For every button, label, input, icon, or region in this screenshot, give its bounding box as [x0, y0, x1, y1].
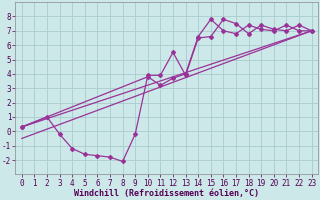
X-axis label: Windchill (Refroidissement éolien,°C): Windchill (Refroidissement éolien,°C): [74, 189, 259, 198]
